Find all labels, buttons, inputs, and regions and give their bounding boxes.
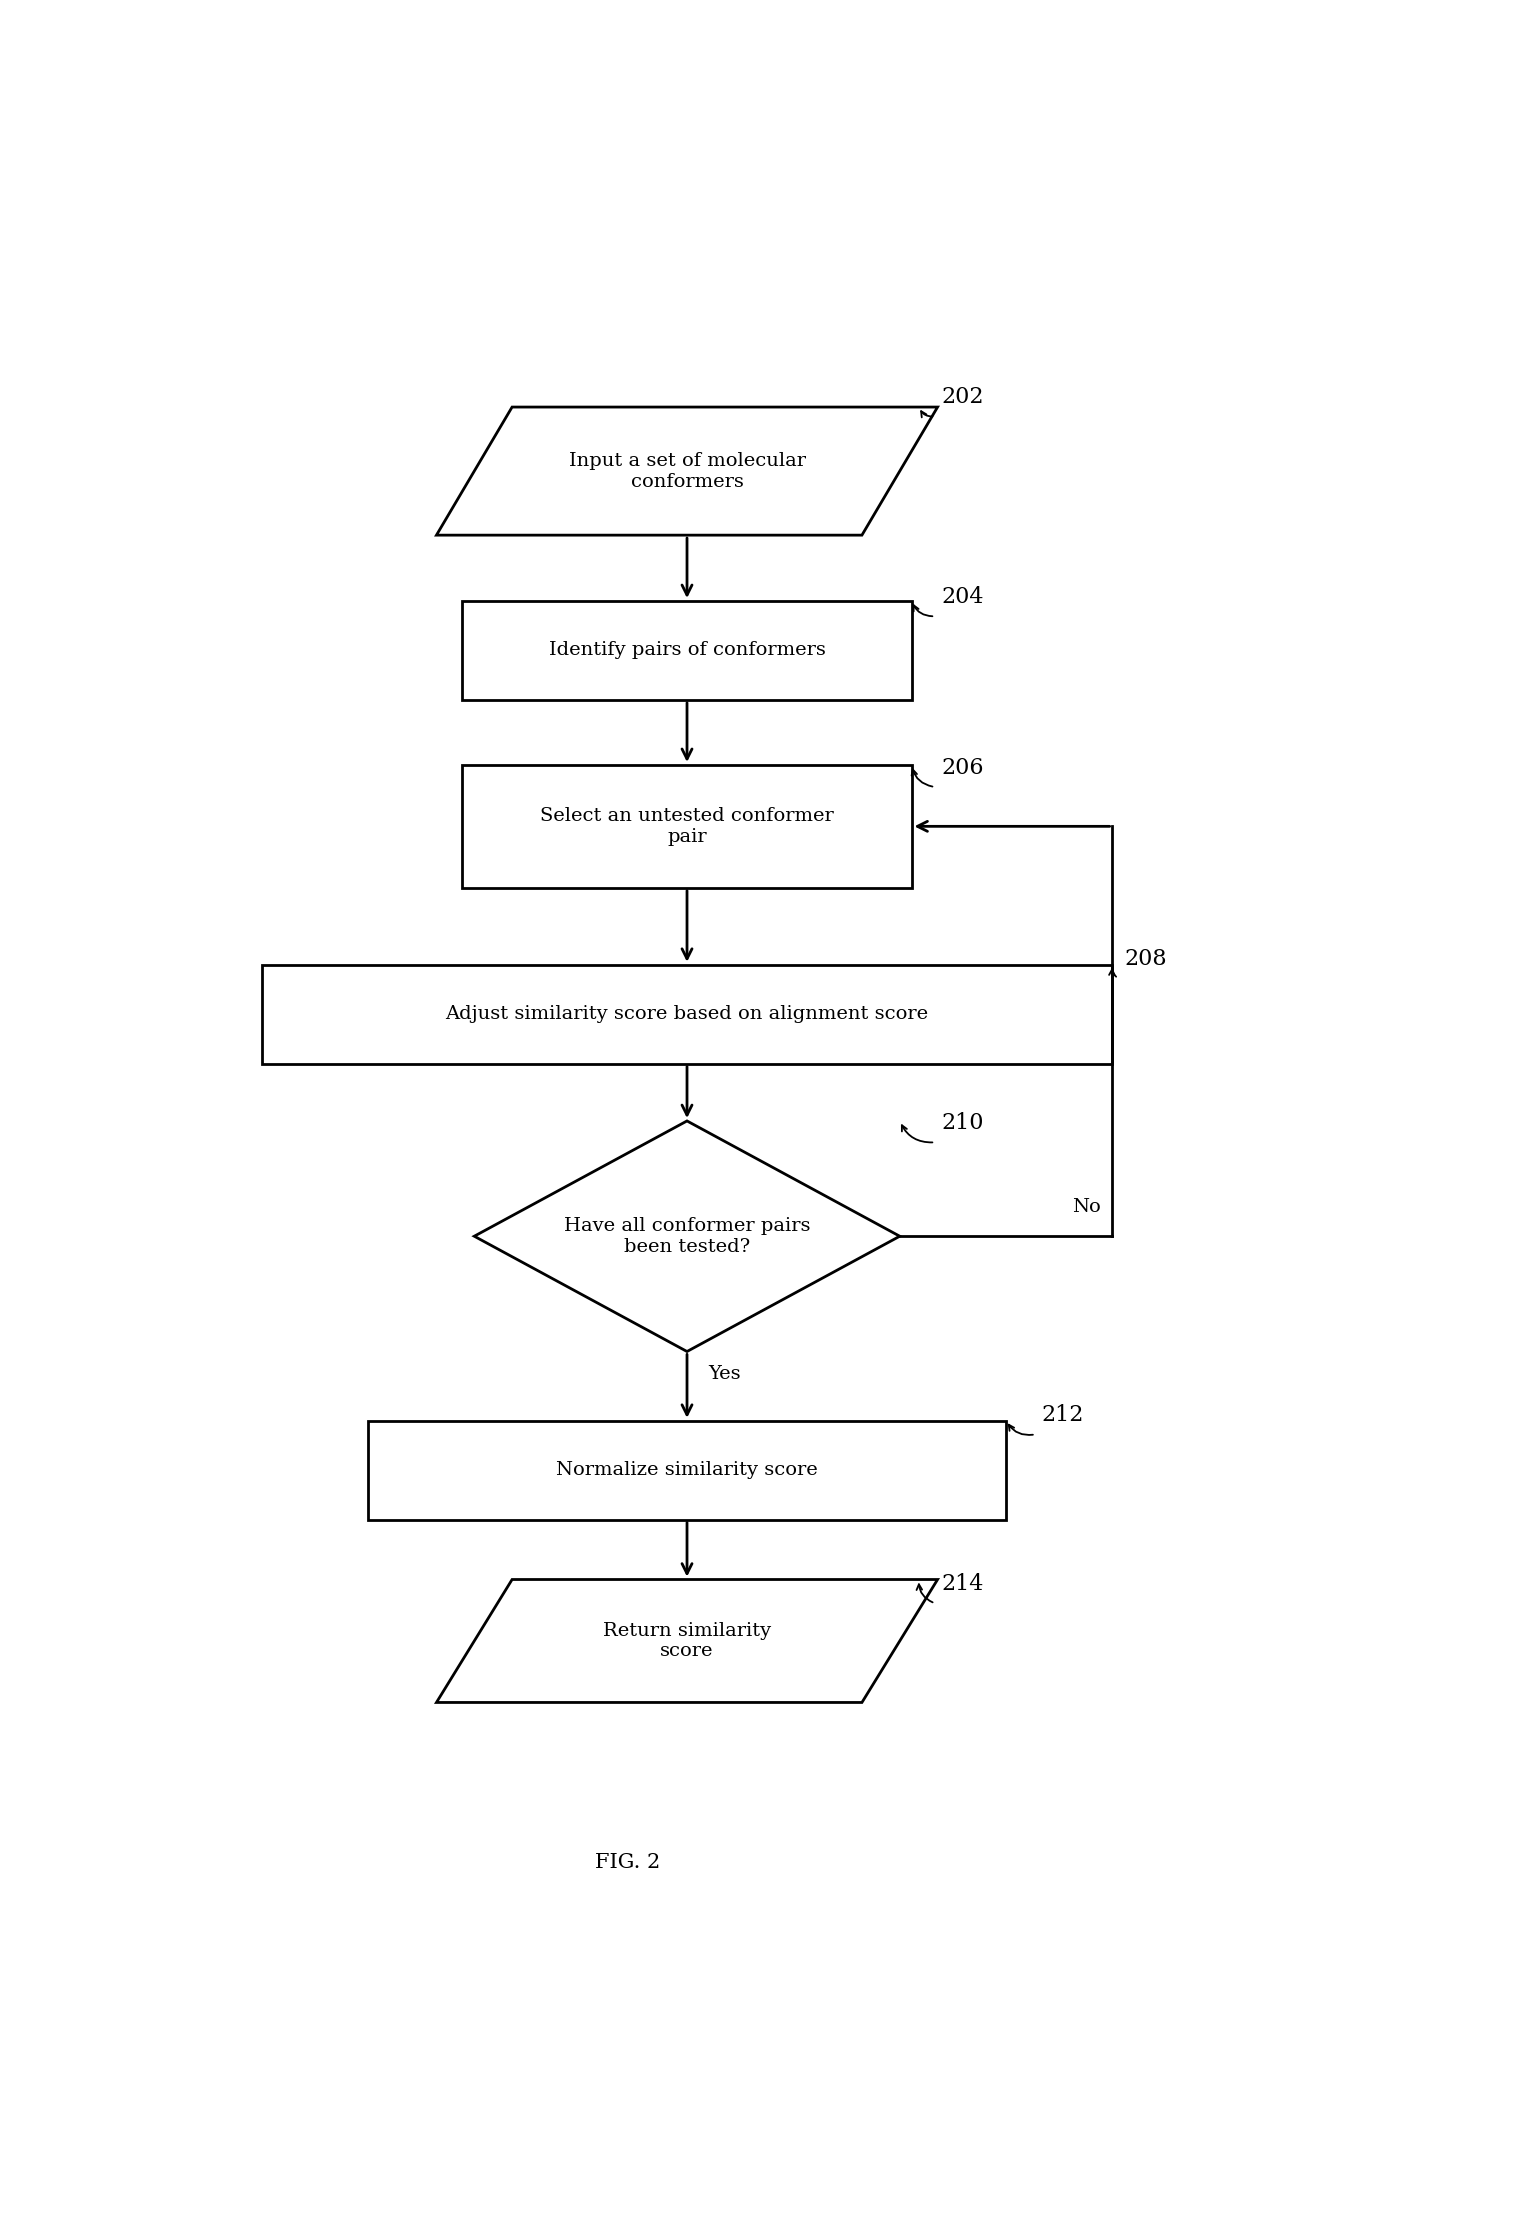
Bar bbox=[262, 965, 1112, 1065]
Text: 208: 208 bbox=[1124, 947, 1167, 969]
Text: Select an untested conformer
pair: Select an untested conformer pair bbox=[540, 807, 834, 845]
Text: Identify pairs of conformers: Identify pairs of conformers bbox=[549, 641, 825, 659]
Text: Yes: Yes bbox=[708, 1364, 741, 1384]
Polygon shape bbox=[436, 1579, 938, 1703]
Text: Adjust similarity score based on alignment score: Adjust similarity score based on alignme… bbox=[445, 1005, 929, 1022]
Polygon shape bbox=[436, 408, 938, 535]
Text: 210: 210 bbox=[941, 1111, 984, 1133]
Polygon shape bbox=[474, 1120, 900, 1351]
Text: Normalize similarity score: Normalize similarity score bbox=[557, 1462, 817, 1479]
Text: Input a set of molecular
conformers: Input a set of molecular conformers bbox=[569, 452, 805, 490]
Text: FIG. 2: FIG. 2 bbox=[595, 1852, 660, 1872]
Bar bbox=[462, 601, 912, 701]
Text: 202: 202 bbox=[941, 386, 984, 408]
Bar bbox=[462, 765, 912, 887]
Text: No: No bbox=[1072, 1198, 1101, 1215]
Bar bbox=[368, 1422, 1006, 1519]
Text: 206: 206 bbox=[941, 756, 984, 779]
Text: 212: 212 bbox=[1042, 1404, 1084, 1426]
Text: 204: 204 bbox=[941, 586, 984, 608]
Text: Have all conformer pairs
been tested?: Have all conformer pairs been tested? bbox=[564, 1218, 810, 1255]
Text: 214: 214 bbox=[941, 1573, 984, 1595]
Text: Return similarity
score: Return similarity score bbox=[602, 1621, 772, 1661]
